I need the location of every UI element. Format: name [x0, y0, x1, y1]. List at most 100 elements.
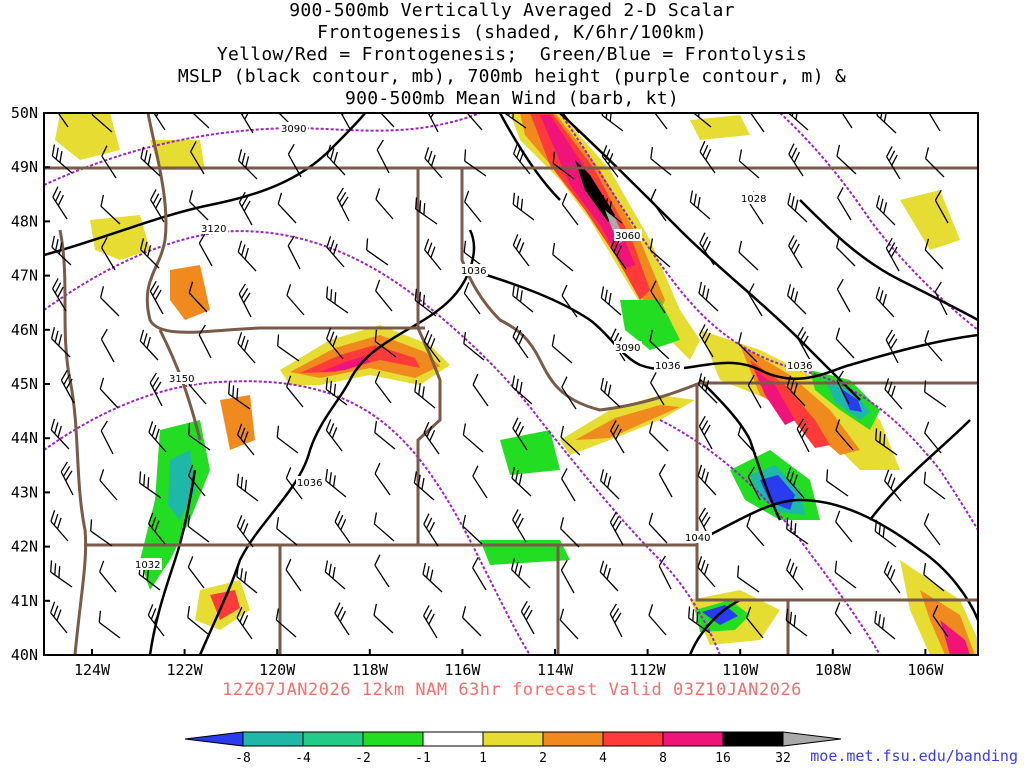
wind-barb: [51, 144, 73, 174]
colorbar-swatch: [722, 731, 784, 747]
wind-barb: [796, 418, 810, 453]
political-borders: [44, 113, 978, 655]
wind-barb: [424, 147, 443, 179]
wind-barb: [934, 281, 948, 316]
wind-barb: [834, 602, 852, 635]
wind-barb: [415, 197, 438, 225]
wind-barb: [601, 145, 619, 178]
wind-barb: [786, 558, 804, 591]
wind-barb: [788, 235, 803, 269]
wind-barb: [414, 288, 437, 317]
wind-barb: [463, 331, 485, 361]
wind-barb: [610, 420, 625, 454]
wind-barb: [560, 559, 575, 594]
wind-barb: [99, 377, 119, 409]
height-label: 3120: [201, 224, 226, 235]
wind-barb: [286, 375, 304, 408]
wind-barb: [788, 143, 804, 177]
wind-barb: [50, 601, 68, 634]
wind-barb: [237, 423, 255, 456]
wind-barb: [786, 467, 805, 499]
wind-barb: [924, 380, 947, 408]
lat-label: 46N: [11, 321, 38, 339]
wind-barb: [650, 280, 666, 314]
mslp-label: 1032: [135, 560, 160, 571]
wind-barb: [236, 515, 254, 548]
wind-barb: [562, 113, 580, 134]
wind-barb: [511, 466, 532, 497]
wind-barb: [98, 610, 121, 639]
credit-link[interactable]: moe.met.fsu.edu/banding: [810, 747, 1018, 765]
wind-barb: [236, 473, 259, 502]
wind-barb: [561, 468, 576, 502]
colorbar-tick-label: 2: [539, 751, 547, 766]
wind-barb: [748, 113, 765, 133]
wind-barb: [552, 242, 574, 272]
wind-barb: [187, 556, 205, 589]
wind-barb: [835, 327, 855, 359]
lat-label: 44N: [11, 429, 38, 447]
wind-barb: [472, 465, 488, 499]
wind-barb: [511, 375, 533, 405]
wind-barb: [648, 604, 667, 636]
colorbar-swatch: [242, 731, 304, 747]
wind-barb: [100, 328, 115, 363]
wind-barb: [837, 187, 852, 221]
wind-barb: [512, 325, 529, 359]
wind-barb: [512, 192, 535, 221]
wind-barb: [52, 278, 67, 312]
colorbar-swatch: [602, 731, 664, 747]
wind-barb: [796, 326, 811, 361]
wind-barb: [463, 282, 481, 315]
wind-barb: [424, 238, 442, 271]
wind-barb: [374, 462, 391, 496]
wind-barb: [52, 113, 69, 128]
wind-barb: [50, 327, 71, 358]
wind-barb: [334, 510, 351, 544]
lat-label: 49N: [11, 158, 38, 176]
wind-barb: [738, 240, 759, 271]
wind-barb: [99, 560, 117, 593]
wind-barb: [826, 469, 849, 497]
wind-barb: [699, 140, 716, 174]
wind-barb: [52, 186, 68, 220]
wind-barb: [461, 606, 482, 637]
title-line-5: 900-500mb Mean Wind (barb, kt): [344, 88, 680, 109]
wind-barb: [188, 190, 209, 221]
wind-barb: [423, 421, 440, 455]
lon-label: 116W: [444, 661, 481, 679]
wind-barb: [786, 375, 806, 407]
wind-barb: [374, 554, 390, 588]
map-panel: 3090 3120 3150 3060 3090 1028 1036 1036 …: [11, 104, 979, 679]
wind-barb: [462, 423, 484, 453]
wind-barb: [785, 608, 808, 637]
wind-barb: [609, 511, 624, 546]
wind-barb: [875, 195, 896, 226]
wind-barb: [599, 560, 619, 592]
lat-label: 43N: [11, 483, 38, 501]
wind-barb: [737, 332, 758, 363]
wind-barb: [375, 279, 393, 312]
colorbar-tick-label: -4: [295, 751, 311, 766]
wind-barb: [923, 471, 946, 500]
wind-barb: [551, 334, 573, 364]
wind-barb: [374, 420, 396, 450]
colorbar-swatch: [482, 731, 544, 747]
wind-barb: [425, 113, 439, 133]
wind-barb: [238, 283, 252, 318]
wind-barb: [737, 423, 757, 455]
wind-barb: [559, 517, 580, 548]
title-line-2: Frontogenesis (shaded, K/6hr/100km): [317, 22, 707, 43]
wind-barb: [924, 330, 943, 362]
colorbar-tick-label: -1: [415, 751, 431, 766]
wind-barb: [924, 421, 942, 454]
wind-barb: [50, 418, 70, 450]
wind-barb: [150, 189, 165, 223]
colorbar-swatch: [662, 731, 724, 747]
lon-label: 120W: [259, 661, 296, 679]
colorbar-tick-label: 16: [715, 751, 731, 766]
colorbar-swatch: [362, 731, 424, 747]
wind-barb: [698, 281, 719, 312]
wind-barb: [285, 558, 302, 592]
wind-barb: [923, 513, 941, 546]
